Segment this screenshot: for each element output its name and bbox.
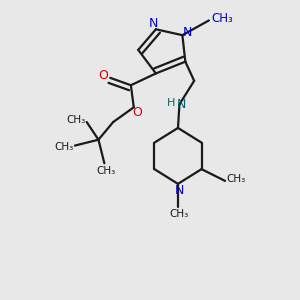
Text: N: N [177,98,187,111]
Text: CH₃: CH₃ [54,142,74,152]
Text: CH₃: CH₃ [170,209,189,219]
Text: CH₃: CH₃ [226,174,246,184]
Text: N: N [175,184,184,197]
Text: H: H [167,98,176,108]
Text: O: O [132,106,142,119]
Text: N: N [149,17,158,31]
Text: N: N [183,26,192,39]
Text: CH₃: CH₃ [96,167,116,176]
Text: CH₃: CH₃ [66,115,85,125]
Text: O: O [98,69,108,82]
Text: CH₃: CH₃ [211,13,233,26]
